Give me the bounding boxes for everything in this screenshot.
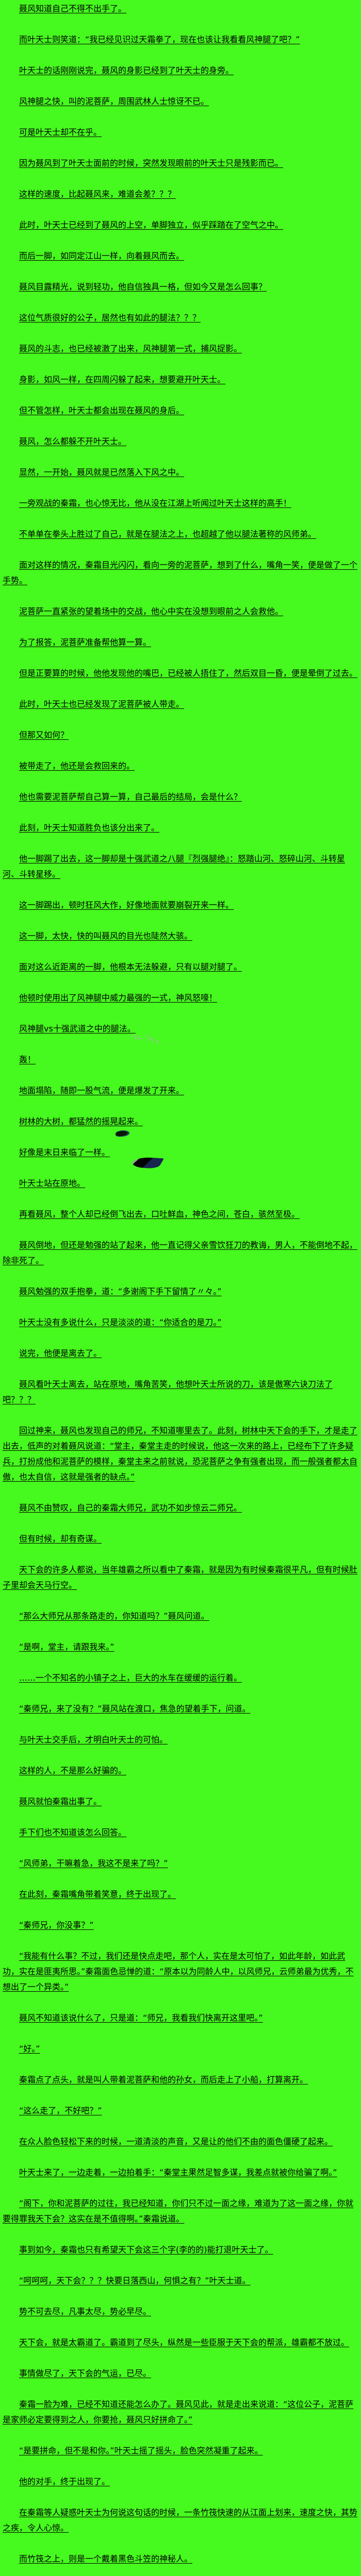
novel-paragraph: ……一个不知名的小镇子之上，巨大的水车在缓缓的运行着。 [19,1673,242,1683]
novel-paragraph: “阁下，你和泥菩萨的过往，我已经知道，你们只不过一面之缘，难道为了这一面之缘，你… [3,2198,354,2224]
novel-paragraph: 说完，他便是离去了。 [19,1348,102,1358]
novel-paragraph: 与叶天士交手后，才明白叶天士的可怕。 [19,1735,168,1744]
novel-paragraph: 但不管怎样，叶天士都会出现在聂风的身后。 [19,405,185,415]
novel-paragraph: 聂风的斗志，也已经被激了出来，风神腿第一式，捕风捉影。 [19,344,242,353]
novel-paragraph: 但是正要算的时候，他他发现他的嘴巴，已经被人捂住了，然后双目一昏，便是晕倒了过去… [19,668,358,678]
novel-paragraph: 回过神来，聂风也发现自己的师兄，不知道哪里去了。此刻，树林中天下会的手下，才是走… [3,1426,358,1482]
novel-paragraph: 面对这么近距离的一脚，他根本无法躲避，只有以腿对腿了。 [19,962,242,972]
novel-paragraph: 风神腿vs十强武道之中的腿法。 [19,1024,136,1033]
novel-paragraph: 叶天士的话刚刚说完，聂风的身影已经到了叶天士的身旁。 [19,65,234,75]
novel-paragraph: 好像是末日来临了一样。 [19,1147,110,1157]
novel-paragraph: “我能有什么事？不过，我们还是快点走吧，那个人，实在是太可怕了，如此年龄，如此武… [3,1951,354,1992]
novel-paragraph: 这一脚，太快，快的叫聂风的目光也陡然大骇。 [19,931,193,941]
novel-paragraph: 不单单在拳头上胜过了自己，就是在腿法之上，也超越了他以腿法著称的风师弟。 [19,529,317,539]
novel-paragraph: “好。” [19,2044,40,2054]
novel-paragraph: 在此刻，秦霜嘴角带着笑意，终于出现了。 [19,1889,176,1899]
novel-paragraph: “秦师兄，来了没有？”聂风站在渡口，焦急的望着手下，问道。 [19,1704,251,1714]
novel-paragraph: 天下会，就是太霸道了。霸道到了尽头，纵然是一些臣服于天下会的帮派，雄霸都不放过。 [19,2337,350,2347]
novel-paragraph: 秦霜一脸为难，已经不知道还能怎么办了。聂风见此，就是走出来说道：“这位公子，泥菩… [3,2399,354,2425]
novel-paragraph: “呵呵呵，天下会？？？快要日落西山，何惧之有？”叶天士道。 [19,2276,251,2285]
novel-paragraph: 面对这样的情况，秦霜目光闪闪，看向一旁的泥菩萨，想到了什么，嘴角一笑，便是做了一… [3,560,358,585]
novel-paragraph: 可是叶天士却不在乎。 [19,127,102,137]
novel-paragraph: 地面塌陷，随即一股气流，便是爆发了开来。 [19,1086,185,1095]
novel-paragraph: 聂风不由赞叹，自己的秦霜大师兄，武功不如步惊云二师兄。 [19,1503,242,1513]
novel-paragraph: 他的对手，终于出现了。 [19,2477,110,2486]
novel-paragraph: 显然，一开始，聂风就是已然落入下风之中。 [19,467,185,477]
novel-paragraph: 事到如今，秦霜也只有希望天下会这三个字(李的的)能打退叶天士了。 [19,2245,273,2255]
novel-paragraph: 这样的人，不是那么好骗的。 [19,1766,127,1775]
novel-paragraph: 在秦霜等人疑惑叶天士为何说这句话的时候，一条竹筏快速的从江面上划来，速度之快，其… [3,2507,358,2533]
novel-paragraph: 叶天士来了，一边走着，一边拍着手：“秦堂主果然足智多谋，我差点就被你给骗了啊。” [19,2167,337,2177]
novel-paragraph: 这位气质很好的公子，居然也有如此的腿法？？？ [19,313,201,323]
novel-paragraph: 此时，叶天士也已经发现了泥菩萨被人带走。 [19,699,185,709]
novel-paragraph: “这么走了，不好吧？” [19,2106,102,2115]
novel-paragraph: 而竹筏之上，则是一个戴着黑色斗笠的神秘人。 [19,2554,193,2564]
novel-paragraph: 身影，如风一样，在四周闪躲了起来，想要避开叶天士。 [19,375,226,384]
novel-paragraph: 他也需要泥菩萨帮自己算一算，自己最后的结局，会是什么？ [19,792,242,802]
novel-paragraph: 聂风看叶天士离去，站在原地，嘴角苦笑，他想叶天士所说的刀，该是傲寒六诀刀法了吧？… [3,1379,333,1404]
novel-paragraph: 再看聂风，整个人却已经倒飞出去，口吐鲜血，神色之间，苍白，骇然至极。 [19,1209,300,1219]
novel-paragraph: 为了报答，泥菩萨准备帮他算一算。 [19,637,152,647]
novel-paragraph: 风神腿之快，叫的泥菩萨，周围武林人士惊讶不已。 [19,96,209,106]
novel-paragraph: “是要拼命，但不是和你。”叶天士摇了摇头，脸色突然凝重了起来。 [19,2446,263,2455]
novel-paragraph: 事情做尽了，天下会的气运，已尽。 [19,2368,152,2378]
novel-paragraph: “秦师兄，你没事？” [19,1920,94,1930]
novel-paragraph: 而叶天士则笑道：“我已经见识过天霜拳了，现在也该让我看看风神腿了吧？” [19,35,300,44]
novel-paragraph: 树林的大树，都猛然的摇晃起来。 [19,1116,143,1126]
novel-paragraph: 此刻，叶天士知道胜负也该分出来了。 [19,823,160,833]
novel-paragraph: 一旁观战的秦霜，也心惊无比，他从没在江湖上听闻过叶天士这样的高手！ [19,498,292,508]
novel-paragraph: 在众人脸色轻松下来的时候，一道清淡的声音，又是让的他们不由的面色僵硬了起来。 [19,2137,333,2146]
novel-paragraph: “那么大师兄从那条路走的，你知道吗？”聂风问道。 [19,1611,209,1621]
novel-paragraph: 势不可去尽，凡事太尽，势必早尽。 [19,2307,152,2316]
novel-paragraph: 而后一脚，如同定江山一样，向着聂风而去。 [19,251,185,261]
novel-paragraph: “风师弟，干嘛着急，我这不是来了吗？” [19,1858,168,1868]
novel-paragraph: 泥菩萨一直紧张的望着场中的交战，他心中实在没想到眼前之人会救他。 [19,606,284,616]
novel-paragraph: 叶天士站在原地。 [19,1178,86,1188]
novel-paragraph: 聂风，怎么都躲不开叶天士。 [19,436,127,446]
novel-paragraph: 他顿时使用出了风神腿中威力最强的一式，神风怒嚎！ [19,993,218,1003]
novel-paragraph: 聂风倒地，但还是勉强的站了起来，他一直记得父亲雪饮狂刀的教诲，男人，不能倒地不起… [3,1240,358,1265]
novel-paragraph: 被带走了，他还是会救回来的。 [19,761,135,771]
novel-paragraph: 聂风知道自己不得不出手了。 [19,4,127,13]
novel-paragraph: 这样的速度，比起聂风来，难道会差？？？ [19,189,176,199]
novel-paragraph: 但有时候，却有奇谋。 [19,1534,102,1544]
faint-scribble-artifact [130,1033,173,1047]
novel-paragraph: 这一脚踢出，顿时狂风大作，好像地面就要崩裂开来一样。 [19,900,234,910]
novel-paragraph: 手下们也不知道该怎么回答。 [19,1827,127,1837]
novel-paragraph: 他一脚踢了出去，这一脚却是十强武道之八腿『烈强腿绝』：怒踏山河、怒碎山河、斗转星… [3,854,346,879]
novel-paragraph: 聂风勉强的双手抱拳，道：“多谢阁下手下留情了〃々。” [19,1286,222,1296]
novel-paragraph: 叶天士没有多说什么，只是淡淡的道：“你适合的是刀。” [19,1317,222,1327]
novel-paragraph: 聂风不知道该说什么了，只是道：“师兄，我看我们快离开这里吧。” [19,2013,263,2023]
novel-paragraph: 聂风就怕秦霜出事了。 [19,1797,102,1806]
novel-paragraph: 秦霜点了点头，就是叫人带着泥菩萨和他的孙女，而后走上了小船，打算离开。 [19,2075,308,2084]
novel-paragraph: 但那又如何？ [19,730,69,740]
novel-paragraph: 聂风目露精光，说到轻功，他自信独具一格，但如今又是怎么回事？ [19,282,267,292]
novel-paragraph: 因为聂风到了叶天士面前的时候，突然发现眼前的叶天士只是残影而已。 [19,158,284,168]
novel-paragraph: 轰！ [19,1055,36,1064]
novel-paragraph: 天下会的许多人都说，当年雄霸之所以看中了秦霜，就是因为有时候秦霜很平凡，但有时候… [3,1565,358,1590]
novel-paragraph: “是啊，堂主，请跟我来。” [19,1642,114,1652]
novel-paragraph: 此时，叶天士已经到了聂风的上空，单脚独立，似乎踩踏在了空气之中。 [19,220,284,230]
